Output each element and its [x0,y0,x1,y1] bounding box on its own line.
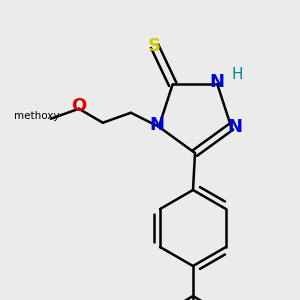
Text: H: H [232,67,243,82]
Text: S: S [148,37,161,55]
Text: O: O [71,97,86,115]
Text: N: N [149,116,164,134]
Text: N: N [210,73,225,91]
Text: N: N [228,118,243,136]
Text: methoxy: methoxy [14,111,60,121]
